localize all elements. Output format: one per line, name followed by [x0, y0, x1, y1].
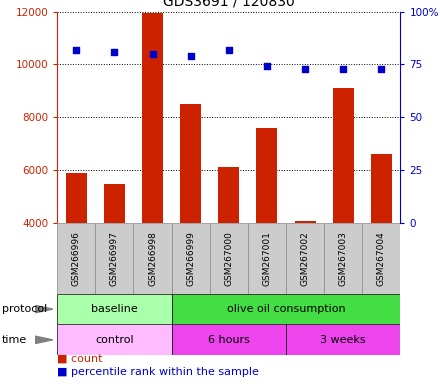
Text: ■ count: ■ count: [57, 354, 103, 364]
Text: time: time: [2, 335, 27, 345]
Text: GSM267001: GSM267001: [262, 231, 271, 286]
Bar: [142, 13, 163, 223]
Bar: [95, 223, 133, 294]
Bar: [257, 127, 278, 223]
Text: baseline: baseline: [91, 304, 138, 314]
Point: [111, 49, 118, 55]
Text: GSM266997: GSM266997: [110, 231, 119, 286]
Text: GSM266999: GSM266999: [186, 231, 195, 286]
Bar: [371, 154, 392, 223]
Bar: [248, 223, 286, 294]
Bar: [66, 172, 87, 223]
Point: [340, 65, 347, 71]
Bar: [333, 88, 354, 223]
Text: GSM267004: GSM267004: [377, 231, 386, 286]
Point: [187, 53, 194, 59]
Text: 3 weeks: 3 weeks: [320, 335, 366, 345]
Point: [225, 46, 232, 53]
Point: [378, 65, 385, 71]
Point: [149, 51, 156, 57]
Text: olive oil consumption: olive oil consumption: [227, 304, 345, 314]
Bar: [172, 324, 286, 355]
Bar: [172, 223, 210, 294]
Bar: [286, 223, 324, 294]
Bar: [218, 167, 239, 223]
Point: [264, 63, 271, 70]
Text: 6 hours: 6 hours: [208, 335, 250, 345]
Polygon shape: [35, 305, 53, 313]
Text: GSM267002: GSM267002: [301, 231, 310, 286]
Bar: [57, 294, 172, 324]
Point: [301, 65, 308, 71]
Text: GSM267003: GSM267003: [339, 231, 348, 286]
Bar: [362, 223, 400, 294]
Title: GDS3691 / 120830: GDS3691 / 120830: [163, 0, 295, 9]
Text: GSM266996: GSM266996: [72, 231, 81, 286]
Point: [73, 46, 80, 53]
Text: GSM267000: GSM267000: [224, 231, 233, 286]
Bar: [180, 104, 201, 223]
Text: protocol: protocol: [2, 304, 48, 314]
Bar: [57, 324, 172, 355]
Bar: [104, 184, 125, 223]
Bar: [133, 223, 172, 294]
Bar: [324, 223, 362, 294]
Bar: [286, 324, 400, 355]
Bar: [57, 223, 95, 294]
Bar: [210, 223, 248, 294]
Text: GSM266998: GSM266998: [148, 231, 157, 286]
Text: control: control: [95, 335, 134, 345]
Text: ■ percentile rank within the sample: ■ percentile rank within the sample: [57, 367, 259, 377]
Bar: [172, 294, 400, 324]
Polygon shape: [35, 336, 53, 344]
Bar: [295, 222, 315, 223]
